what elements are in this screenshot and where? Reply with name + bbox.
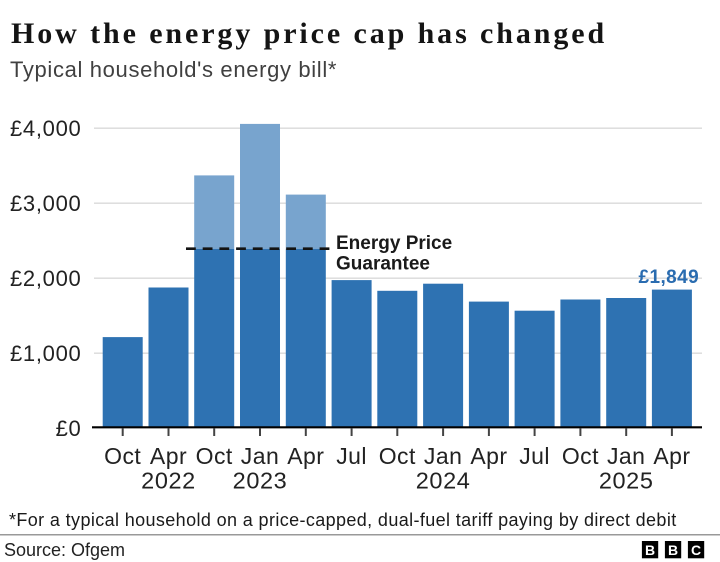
svg-text:2022: 2022	[141, 468, 196, 494]
svg-text:£1,000: £1,000	[10, 341, 82, 366]
svg-text:£4,000: £4,000	[10, 116, 82, 141]
svg-text:2024: 2024	[416, 468, 471, 494]
svg-text:£0: £0	[56, 416, 82, 441]
svg-text:£3,000: £3,000	[10, 191, 82, 216]
svg-text:Jan: Jan	[241, 443, 279, 469]
svg-text:Apr: Apr	[653, 443, 690, 469]
svg-text:B: B	[668, 542, 678, 558]
svg-text:Energy Price: Energy Price	[336, 233, 452, 254]
svg-text:Apr: Apr	[470, 443, 507, 469]
svg-text:£2,000: £2,000	[10, 266, 82, 291]
svg-text:*For a typical household on a: *For a typical household on a price-capp…	[9, 510, 677, 530]
svg-text:Jul: Jul	[519, 443, 550, 469]
svg-text:£1,849: £1,849	[639, 267, 700, 288]
svg-text:Apr: Apr	[287, 443, 324, 469]
svg-text:Oct: Oct	[562, 443, 599, 469]
svg-text:2025: 2025	[599, 468, 654, 494]
svg-text:Apr: Apr	[150, 443, 187, 469]
svg-text:Source: Ofgem: Source: Ofgem	[4, 540, 125, 560]
svg-text:C: C	[691, 542, 701, 558]
svg-text:Typical household's energy bil: Typical household's energy bill*	[10, 57, 337, 82]
svg-text:Guarantee: Guarantee	[336, 254, 430, 275]
svg-text:Jan: Jan	[424, 443, 462, 469]
svg-text:Jul: Jul	[336, 443, 367, 469]
svg-text:Oct: Oct	[196, 443, 233, 469]
svg-text:Jan: Jan	[607, 443, 645, 469]
svg-text:Oct: Oct	[104, 443, 141, 469]
svg-text:2023: 2023	[233, 468, 288, 494]
svg-text:How the energy price cap has c: How the energy price cap has changed	[11, 17, 607, 50]
svg-text:B: B	[645, 542, 655, 558]
svg-text:Oct: Oct	[379, 443, 416, 469]
